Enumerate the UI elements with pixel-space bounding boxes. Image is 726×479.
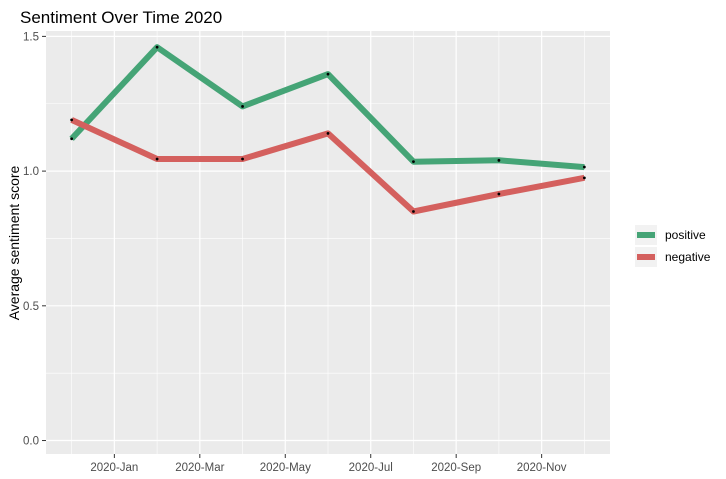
- data-point-positive: [412, 160, 415, 164]
- x-tick-label: 2020-May: [260, 462, 311, 474]
- legend: positive negative: [635, 225, 711, 267]
- data-point-negative: [326, 131, 330, 135]
- legend-label-positive: positive: [665, 228, 706, 242]
- data-point-negative: [582, 176, 586, 180]
- chart-title: Sentiment Over Time 2020: [20, 8, 222, 27]
- legend-label-negative: negative: [665, 250, 711, 264]
- axis-layer: 0.0 0.5 1.0 1.5 2020-Jan 2020-Mar 2020-May 2020…: [23, 31, 567, 474]
- y-axis-title: Average sentiment score: [6, 165, 22, 320]
- x-tick-label: 2020-Sep: [431, 462, 481, 474]
- series-layer: [69, 44, 586, 215]
- data-point-negative: [155, 157, 159, 161]
- data-point-negative: [412, 210, 415, 213]
- data-point-positive: [241, 105, 244, 108]
- data-point-positive: [155, 45, 159, 49]
- x-tick-label: 2020-Jan: [90, 462, 138, 474]
- x-tick-label: 2020-Nov: [517, 462, 567, 474]
- data-point-positive: [326, 72, 330, 76]
- data-point-positive: [582, 165, 586, 169]
- y-tick-label: 1.5: [23, 31, 39, 43]
- x-tick-label: 2020-Mar: [175, 462, 224, 474]
- data-point-negative: [497, 192, 501, 196]
- data-point-positive: [70, 137, 74, 141]
- data-point-negative: [241, 157, 244, 161]
- y-tick-label: 0.0: [23, 436, 39, 448]
- data-point-negative: [70, 118, 74, 122]
- grid-layer: [46, 31, 610, 454]
- data-point-positive: [497, 158, 501, 162]
- x-tick-label: 2020-Jul: [349, 462, 393, 474]
- y-tick-label: 1.0: [23, 166, 39, 178]
- y-tick-label: 0.5: [23, 301, 39, 313]
